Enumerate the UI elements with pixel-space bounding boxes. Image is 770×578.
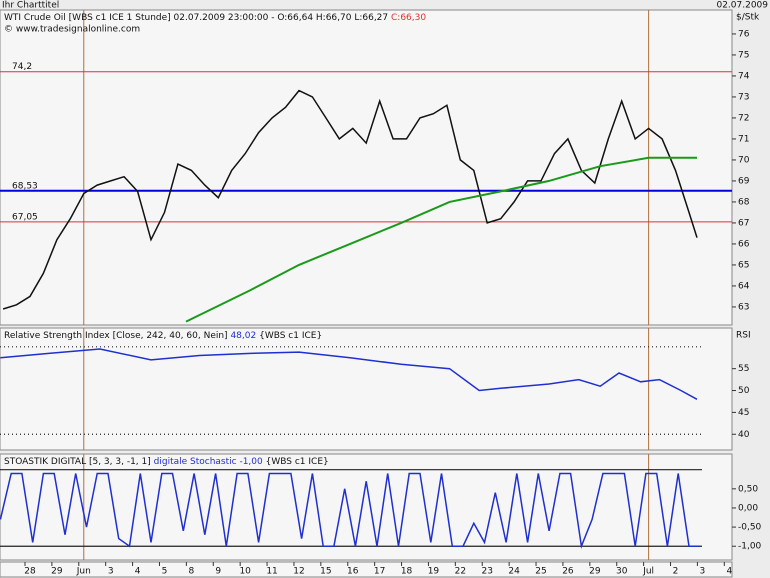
x-tick-label: 9 [215,567,221,577]
x-tick-label: 11 [266,567,277,577]
y-tick-label: 55 [738,364,749,374]
x-tick-label: 29 [51,567,63,577]
x-tick-label: 3 [108,567,114,577]
y-tick-label: 65 [738,260,749,270]
x-tick-label: 4 [726,567,732,577]
plot-area [0,453,733,561]
y-tick-label: 72 [738,113,749,123]
level-label: 74,2 [12,62,32,72]
y-tick-label: 67 [738,218,749,228]
indicator-value: 48,02 [230,331,256,341]
y-tick-label: -0,50 [738,523,762,533]
x-tick-label: 29 [589,567,601,577]
x-tick-label: 17 [374,567,385,577]
y-tick-label: 50 [738,386,750,396]
x-tick-label: 18 [401,567,413,577]
series-line [0,472,700,550]
y-tick-label: 66 [738,239,750,249]
x-axis-band [0,561,733,578]
x-tick-label: 22 [455,567,466,577]
x-tick-label: 30 [616,567,628,577]
y-tick-label: 40 [738,430,750,440]
y-tick-label: 70 [738,155,750,165]
y-tick-label: 71 [738,134,749,144]
x-tick-label: Jun [76,567,91,577]
panel-header: WTI Crude Oil [WBS c1 ICE 1 Stunde] 02.0… [4,13,426,23]
y-tick-label: 0,00 [738,503,758,513]
indicator-source: {WBS c1 ICE} [259,331,322,341]
x-tick-label: 23 [482,567,493,577]
y-tick-label: 63 [738,302,749,312]
x-tick-label: 24 [508,567,520,577]
x-tick-label: 2 [673,567,679,577]
y-tick-label: 0,50 [738,484,758,494]
indicator-value: digitale Stochastic -1,00 [154,457,263,467]
x-tick-label: Jul [642,567,654,577]
x-tick-label: 12 [293,567,304,577]
source-link: © www.tradesignalonline.com [4,25,140,35]
y-tick-label: 64 [738,281,750,291]
x-tick-label: 3 [700,567,706,577]
window-date: 02.07.2009 [716,1,768,11]
x-tick-label: 26 [562,567,574,577]
window-title: Ihr Charttitel [2,1,59,11]
x-tick-label: 16 [347,567,359,577]
panel-header: STOASTIK DIGITAL [5, 3, 3, -1, 1] digita… [4,457,329,467]
indicator-title: Relative Strength Index [Close, 242, 40,… [4,331,228,341]
x-tick-label: 5 [162,567,168,577]
unit-label: RSI [736,331,751,341]
series-line [2,89,698,310]
y-tick-label: 68 [738,197,750,207]
y-tick-label: 74 [738,71,750,81]
x-tick-label: 4 [135,567,141,577]
level-label: 67,05 [12,212,38,222]
series-line [0,348,698,400]
close-value: C:66,30 [391,13,426,23]
series-line [185,156,697,323]
level-label: 68,53 [12,181,38,191]
y-tick-label: -1,00 [738,542,762,552]
indicator-title: STOASTIK DIGITAL [5, 3, 3, -1, 1] [4,457,151,467]
x-tick-label: 25 [535,567,546,577]
x-tick-label: 8 [189,567,195,577]
indicator-source: {WBS c1 ICE} [266,457,329,467]
y-tick-label: 45 [738,408,749,418]
unit-label: $/Stk [736,13,760,23]
instrument-title: WTI Crude Oil [WBS c1 ICE 1 Stunde] 02.0… [4,13,388,23]
plot-area [0,327,733,451]
y-tick-label: 73 [738,92,749,102]
panel-header: Relative Strength Index [Close, 242, 40,… [4,331,322,341]
y-tick-label: 75 [738,50,749,60]
x-tick-label: 15 [320,567,331,577]
plot-area [0,9,733,326]
x-tick-label: 28 [24,567,36,577]
x-tick-label: 19 [428,567,440,577]
y-tick-label: 76 [738,29,750,39]
x-tick-label: 10 [239,567,251,577]
y-tick-label: 69 [738,176,750,186]
